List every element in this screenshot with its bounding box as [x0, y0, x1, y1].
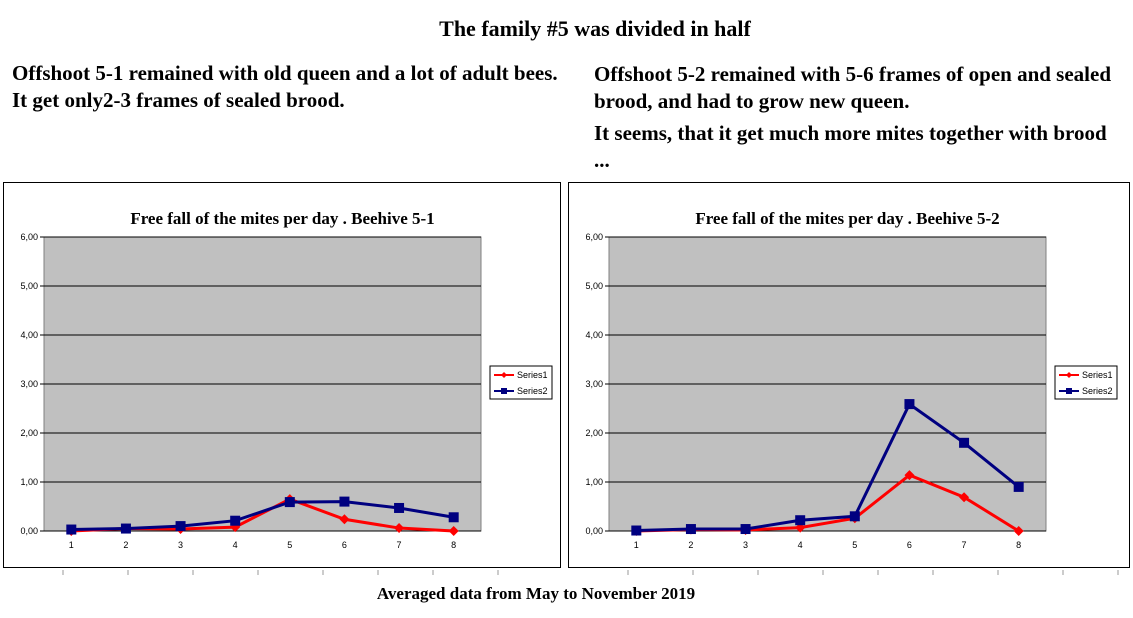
data-point-series2: [849, 511, 860, 522]
data-point-series2: [284, 497, 295, 508]
data-point-series2: [685, 524, 696, 535]
y-tick-label: 3,00: [20, 379, 38, 389]
data-point-series1: [448, 526, 459, 536]
y-tick-label: 4,00: [20, 330, 38, 340]
series-line-series2: [71, 500, 454, 532]
data-point-series2: [230, 515, 241, 526]
x-tick-label: 5: [852, 540, 857, 550]
data-point-series2: [120, 523, 131, 534]
x-tick-label: 3: [178, 540, 183, 550]
legend-marker: [1066, 388, 1072, 394]
offshoot-5-2-note: Offshoot 5-2 remained with 5-6 frames of…: [594, 62, 1112, 113]
x-tick-label: 4: [798, 540, 803, 550]
data-point-series1: [339, 514, 350, 525]
chart-panel-5-1: Free fall of the mites per day . Beehive…: [3, 182, 561, 568]
x-tick-label: 8: [1016, 540, 1021, 550]
legend-marker: [501, 372, 507, 378]
data-point-series1: [904, 470, 915, 481]
data-point-series2: [904, 399, 915, 410]
x-tick-label: 6: [342, 540, 347, 550]
legend: [1054, 365, 1118, 400]
x-tick-label: 8: [451, 540, 456, 550]
legend-label-series1: Series1: [1082, 370, 1113, 380]
data-point-series1: [1013, 526, 1024, 536]
x-tick-label: 1: [69, 540, 74, 550]
bottom-tick-marks: [62, 570, 1119, 575]
chart-title: Free fall of the mites per day . Beehive…: [695, 209, 999, 228]
y-tick-label: 4,00: [585, 330, 603, 340]
legend-marker: [1066, 372, 1072, 378]
footer-caption: Averaged data from May to November 2019: [376, 584, 696, 603]
x-tick-label: 2: [123, 540, 128, 550]
y-tick-label: 1,00: [20, 477, 38, 487]
y-tick-label: 6,00: [20, 232, 38, 242]
data-point-series2: [66, 524, 77, 535]
page-title: The family #5 was divided in half: [439, 16, 751, 41]
data-point-series1: [394, 523, 405, 534]
chart-beehive-5-1: Free fall of the mites per day . Beehive…: [20, 209, 553, 550]
y-tick-label: 6,00: [585, 232, 603, 242]
data-point-series2: [795, 515, 806, 526]
x-tick-label: 4: [233, 540, 238, 550]
y-tick-label: 2,00: [585, 428, 603, 438]
data-point-series2: [175, 521, 186, 532]
y-tick-label: 0,00: [20, 526, 38, 536]
mites-remark: It seems, that it get much more mites to…: [594, 121, 1107, 172]
y-tick-label: 0,00: [585, 526, 603, 536]
data-point-series2: [448, 512, 459, 523]
data-point-series1: [230, 522, 241, 533]
y-tick-label: 5,00: [20, 281, 38, 291]
data-point-series2: [740, 524, 751, 535]
x-tick-label: 7: [397, 540, 402, 550]
data-point-series2: [631, 525, 642, 536]
data-point-series2: [1013, 481, 1024, 492]
y-tick-label: 2,00: [20, 428, 38, 438]
chart-panel-5-2: Free fall of the mites per day . Beehive…: [568, 182, 1130, 568]
y-tick-label: 5,00: [585, 281, 603, 291]
chart-title: Free fall of the mites per day . Beehive…: [130, 209, 434, 228]
x-tick-label: 2: [688, 540, 693, 550]
legend-marker: [501, 388, 507, 394]
x-tick-label: 3: [743, 540, 748, 550]
offshoot-5-1-note: Offshoot 5-1 remained with old queen and…: [12, 61, 558, 112]
data-point-series1: [959, 492, 970, 503]
series-line-series2: [636, 401, 1020, 533]
y-tick-label: 1,00: [585, 477, 603, 487]
data-point-series2: [959, 437, 970, 448]
legend-label-series1: Series1: [517, 370, 548, 380]
x-tick-label: 7: [962, 540, 967, 550]
y-tick-label: 3,00: [585, 379, 603, 389]
data-point-series2: [394, 502, 405, 513]
x-tick-label: 5: [287, 540, 292, 550]
legend-label-series2: Series2: [1082, 386, 1113, 396]
x-tick-label: 6: [907, 540, 912, 550]
legend: [489, 365, 553, 400]
legend-label-series2: Series2: [517, 386, 548, 396]
data-point-series2: [339, 496, 350, 507]
x-tick-label: 1: [634, 540, 639, 550]
chart-beehive-5-2: Free fall of the mites per day . Beehive…: [585, 209, 1118, 550]
